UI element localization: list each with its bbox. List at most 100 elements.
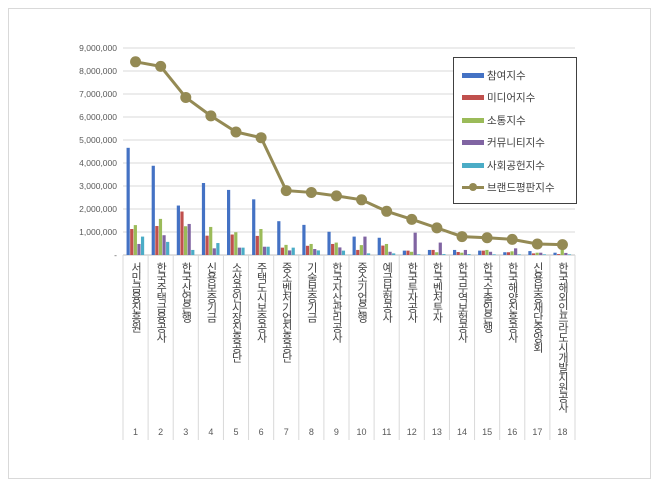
bar-사회공헌지수-2: [166, 241, 170, 255]
x-category-label: 한국자산관리공사: [330, 262, 343, 342]
x-category-label: 한국산업은행: [179, 262, 192, 322]
y-tick-label: 1,000,000: [79, 227, 117, 237]
bar-미디어지수-7: [280, 247, 285, 255]
point-브랜드평판지수-17: [531, 238, 543, 250]
bar-커뮤니티지수-3: [187, 223, 191, 255]
y-tick-label: 7,000,000: [79, 89, 117, 99]
bar-사회공헌지수-10: [366, 253, 371, 255]
bar-미디어지수-6: [255, 235, 259, 255]
legend-swatch: [462, 72, 484, 78]
rank-label: 10: [356, 427, 367, 437]
bar-참여지수-4: [201, 183, 206, 255]
bar-미디어지수-11: [381, 245, 385, 255]
point-브랜드평판지수-11: [381, 205, 393, 217]
bar-참여지수-18: [553, 252, 557, 255]
point-브랜드평판지수-12: [406, 213, 418, 225]
bar-참여지수-13: [427, 249, 432, 255]
rank-label: 9: [333, 427, 339, 437]
bar-참여지수-1: [126, 147, 130, 255]
bar-커뮤니티지수-11: [388, 251, 392, 255]
rank-label: 8: [308, 427, 314, 437]
point-브랜드평판지수-9: [330, 190, 342, 202]
bar-미디어지수-12: [406, 250, 410, 255]
legend-label: 사회공헌지수: [487, 159, 545, 172]
point-브랜드평판지수-3: [180, 91, 192, 103]
legend-label: 참여지수: [487, 69, 526, 82]
legend-item: 소통지수: [462, 109, 568, 132]
x-category-label: 한국무역보험공사: [456, 262, 468, 342]
x-category-label: 한국벤처투자: [430, 262, 443, 322]
bar-미디어지수-5: [230, 234, 234, 255]
bar-미디어지수-13: [431, 249, 435, 255]
point-브랜드평판지수-16: [506, 233, 518, 245]
point-브랜드평판지수-18: [556, 239, 568, 251]
legend-label: 브랜드평판지수: [487, 182, 555, 195]
bar-사회공헌지수-17: [542, 254, 546, 255]
legend-item: 브랜드평판지수: [462, 177, 568, 200]
bar-미디어지수-18: [557, 254, 561, 255]
bar-미디어지수-1: [130, 229, 134, 255]
y-tick-label: 3,000,000: [79, 181, 117, 191]
bar-커뮤니티지수-13: [438, 242, 442, 255]
bar-참여지수-12: [402, 250, 406, 255]
bar-참여지수-15: [478, 250, 482, 255]
x-category-label: 예금보험공사: [380, 262, 393, 322]
x-category-label: 소상공인시장진흥공단: [230, 262, 242, 362]
rank-label: 3: [183, 427, 189, 437]
rank-label: 6: [258, 427, 264, 437]
bar-커뮤니티지수-6: [262, 246, 267, 255]
legend-label: 커뮤니티지수: [487, 137, 545, 150]
x-category-label: 신용보증재단중앙회: [531, 262, 544, 352]
x-category-label: 한국투자공사: [405, 262, 418, 322]
x-category-label: 한국해외인프라도시개발지원공사: [556, 262, 569, 412]
bar-소통지수-4: [209, 226, 213, 255]
x-category-label: 중소기업은행: [355, 262, 368, 322]
legend-item: 미디어지수: [462, 87, 568, 110]
bar-참여지수-8: [302, 224, 306, 255]
bar-미디어지수-17: [531, 253, 536, 255]
bar-참여지수-11: [377, 237, 381, 255]
bar-소통지수-5: [234, 232, 238, 255]
bar-사회공헌지수-9: [341, 250, 346, 255]
bar-소통지수-3: [183, 226, 188, 255]
y-tick-label: 4,000,000: [79, 158, 117, 168]
bar-소통지수-18: [560, 249, 564, 255]
bar-미디어지수-2: [155, 226, 159, 255]
legend-swatch: [462, 140, 484, 146]
point-브랜드평판지수-2: [155, 60, 167, 72]
bar-소통지수-6: [259, 229, 263, 255]
bar-사회공헌지수-12: [417, 254, 421, 255]
bar-커뮤니티지수-9: [338, 247, 342, 255]
x-category-label: 한국해양진흥공사: [506, 262, 519, 342]
bar-미디어지수-4: [205, 235, 209, 255]
bar-참여지수-6: [252, 199, 256, 255]
bar-소통지수-17: [535, 252, 539, 255]
bar-커뮤니티지수-4: [212, 248, 216, 255]
x-category-label: 한국수출입은행: [481, 262, 494, 332]
legend-item: 사회공헌지수: [462, 154, 568, 177]
bar-소통지수-11: [384, 243, 389, 255]
bar-소통지수-7: [284, 244, 288, 255]
point-브랜드평판지수-7: [280, 185, 292, 197]
bar-소통지수-9: [334, 242, 338, 255]
y-tick-label: 2,000,000: [79, 204, 117, 214]
bar-소통지수-15: [485, 249, 489, 255]
y-tick-label: 5,000,000: [79, 135, 117, 145]
bar-미디어지수-15: [481, 250, 485, 255]
rank-label: 12: [406, 427, 417, 437]
bar-미디어지수-14: [456, 252, 460, 255]
legend-item: 커뮤니티지수: [462, 132, 568, 155]
bar-미디어지수-3: [180, 211, 184, 255]
bar-참여지수-9: [327, 231, 331, 255]
bar-사회공헌지수-1: [140, 236, 145, 255]
bar-소통지수-2: [158, 218, 163, 255]
bar-소통지수-8: [309, 243, 313, 255]
y-tick-label: 6,000,000: [79, 112, 117, 122]
bar-커뮤니티지수-16: [514, 248, 518, 255]
bar-커뮤니티지수-8: [313, 249, 317, 255]
bar-커뮤니티지수-15: [488, 251, 493, 255]
bar-커뮤니티지수-7: [288, 250, 292, 255]
bar-미디어지수-9: [331, 243, 335, 255]
